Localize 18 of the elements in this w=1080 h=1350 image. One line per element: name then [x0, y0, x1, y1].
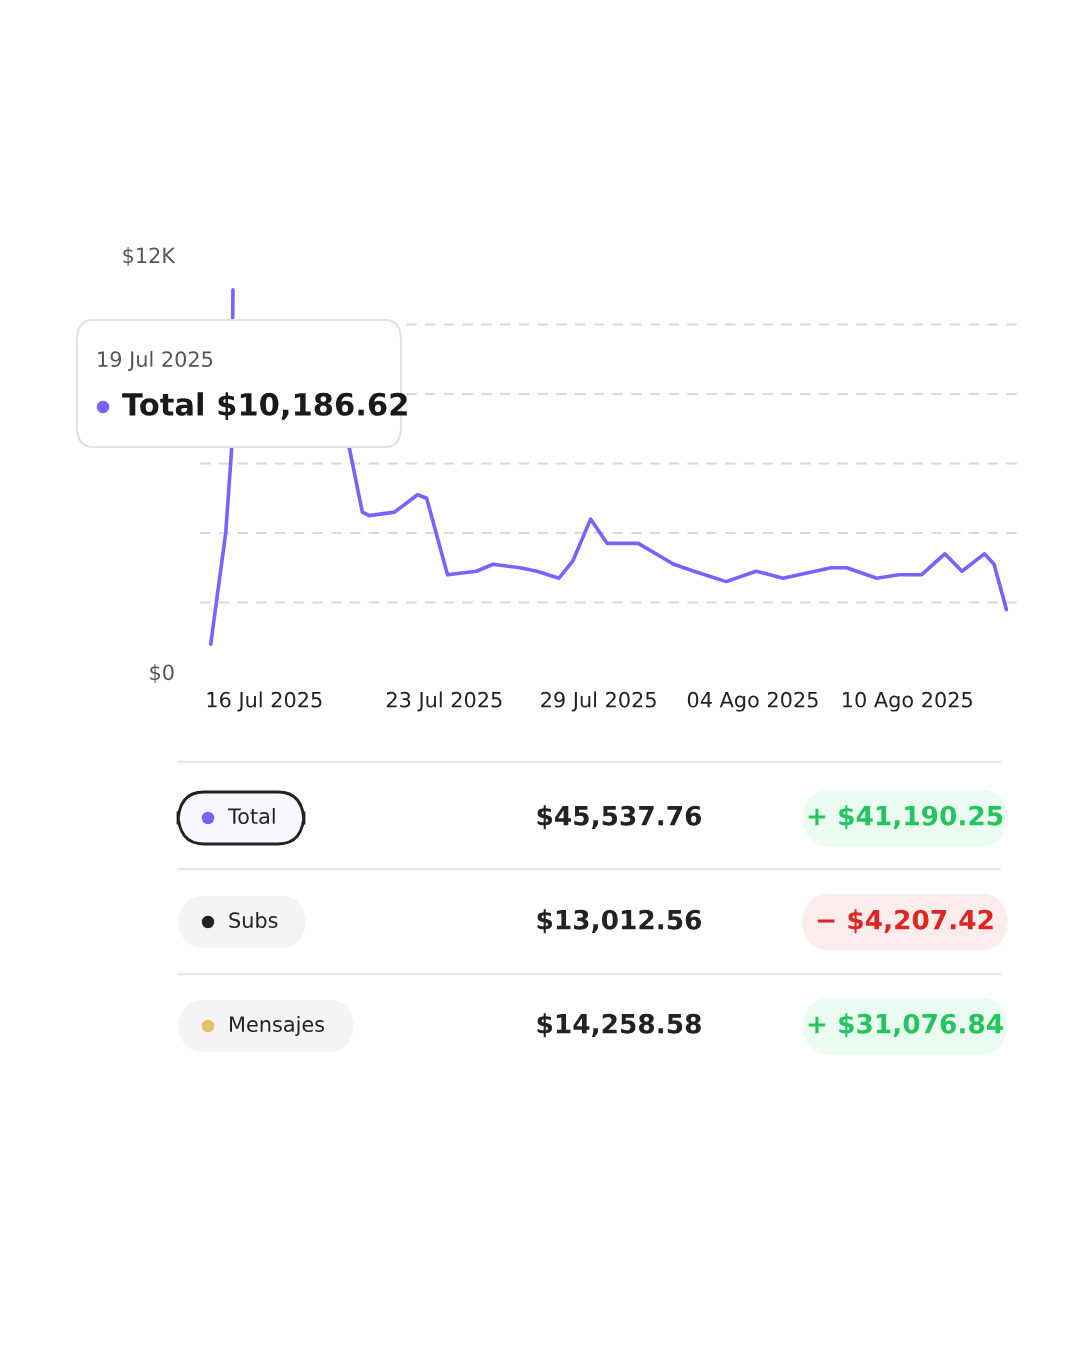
x-tick-label: 04 Ago 2025: [687, 691, 818, 712]
text: $45,537.76: [537, 805, 702, 830]
text: Mensajes: [230, 1015, 325, 1037]
text: + $41,190.25: [808, 805, 1003, 830]
text: Total: [227, 807, 275, 825]
x-tick-label: 23 Jul 2025: [386, 691, 502, 712]
x-tick-label: 10 Ago 2025: [843, 691, 972, 712]
x-tick-label: 16 Jul 2025: [207, 691, 322, 712]
text: $13,012.56: [537, 909, 702, 934]
text: + $31,076.84: [808, 1013, 1003, 1038]
annotation: Total $10,186.62: [122, 392, 407, 420]
text: Subs: [229, 911, 278, 929]
x-tick-label: 29 Jul 2025: [541, 691, 656, 712]
text: $14,258.58: [537, 1013, 701, 1038]
y-tick-label: $0: [150, 664, 174, 683]
text: − $4,207.42: [817, 909, 993, 934]
y-tick-label: $12K: [123, 247, 176, 266]
annotation: 19 Jul 2025: [98, 350, 213, 371]
